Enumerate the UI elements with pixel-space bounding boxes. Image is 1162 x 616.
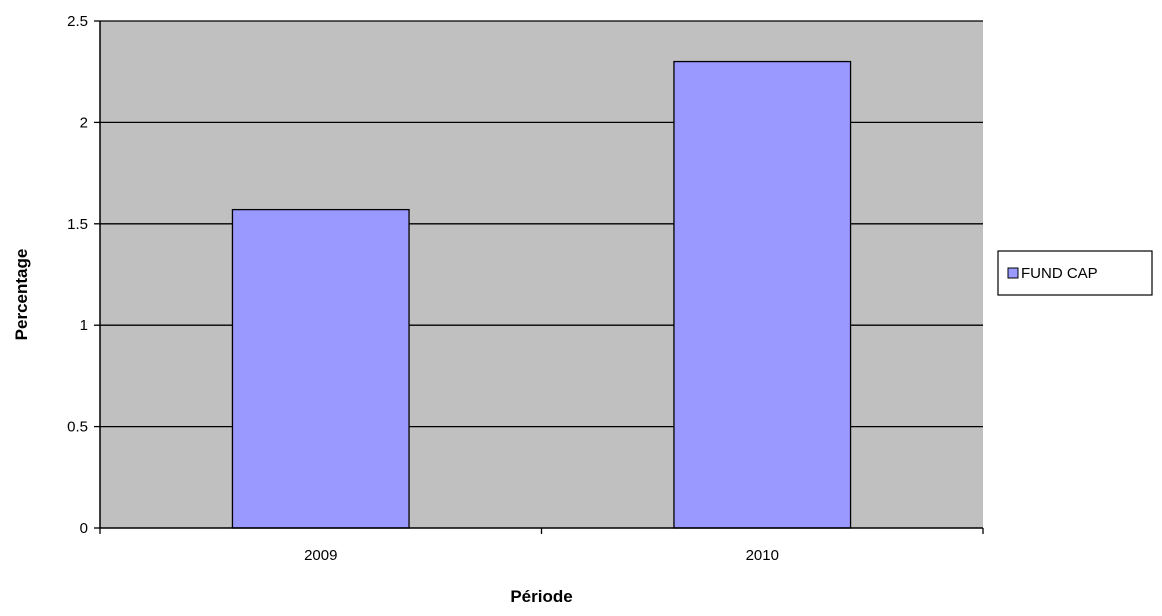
y-tick-label: 0 xyxy=(80,520,88,537)
legend-box xyxy=(997,250,1153,296)
y-tick-label: 2.5 xyxy=(67,13,88,30)
bar-2010 xyxy=(673,60,852,529)
x-axis-title: Période xyxy=(510,587,572,606)
legend-label: FUND CAP xyxy=(1021,265,1098,282)
y-tick-label: 1 xyxy=(80,317,88,334)
x-tick-label: 2009 xyxy=(304,547,337,564)
y-axis-title: Percentage xyxy=(12,249,31,341)
legend: FUND CAP xyxy=(997,250,1153,296)
legend-swatch xyxy=(1007,267,1019,279)
y-tick-label: 2 xyxy=(80,114,88,131)
x-axis-ticks: 2009 2010 xyxy=(99,528,984,564)
y-tick-label: 0.5 xyxy=(67,419,88,436)
bar-2009 xyxy=(231,208,410,529)
x-tick-label: 2010 xyxy=(746,547,779,564)
bars xyxy=(231,60,852,529)
y-axis-ticks: 0 0.5 1 1.5 2 2.5 xyxy=(67,13,100,537)
y-tick-label: 1.5 xyxy=(67,216,88,233)
